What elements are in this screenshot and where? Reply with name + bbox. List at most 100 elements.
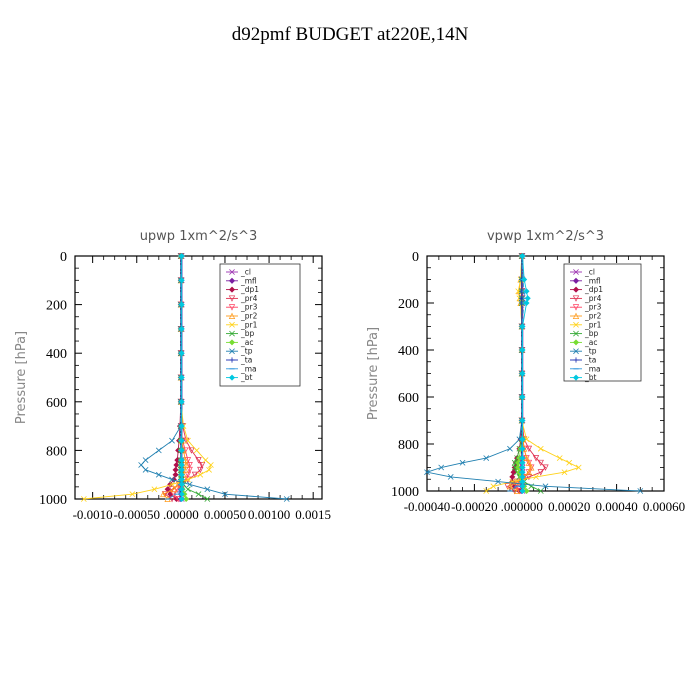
legend-label: _ta xyxy=(240,356,252,365)
y-axis-label: Pressure [hPa] xyxy=(14,331,29,424)
data-point xyxy=(490,483,497,490)
data-point xyxy=(537,469,544,476)
legend-label: _ma xyxy=(584,364,601,373)
data-point xyxy=(513,487,521,494)
legend-marker xyxy=(228,312,236,319)
legend-marker xyxy=(228,286,236,293)
legend-box xyxy=(563,263,642,382)
data-point xyxy=(186,481,193,488)
data-point xyxy=(186,466,193,474)
data-point xyxy=(185,486,191,493)
legend-marker xyxy=(229,357,235,363)
data-point xyxy=(178,277,185,284)
legend-marker xyxy=(572,295,580,302)
y-tick-label: 400 xyxy=(46,347,67,362)
data-point xyxy=(185,476,191,483)
data-point xyxy=(447,474,454,480)
legend-label: _ta xyxy=(584,356,596,365)
legend-label: _bp xyxy=(240,329,255,338)
panel-title: upwp 1xm^2/s^3 xyxy=(140,229,258,244)
panel-title: vpwp 1xm^2/s^3 xyxy=(487,229,604,244)
data-point xyxy=(519,252,526,260)
data-point xyxy=(537,488,544,494)
data-point xyxy=(138,462,145,468)
panel-2: vpwp 1xm^2/s^3 Pressure [hPa] 0 200 400 600 80… xyxy=(366,229,685,514)
data-point xyxy=(173,461,180,469)
legend-label: _ac xyxy=(584,338,597,347)
data-point xyxy=(424,469,430,476)
data-point xyxy=(169,437,175,444)
data-point xyxy=(525,459,533,466)
data-point xyxy=(524,295,531,302)
legend-marker xyxy=(572,339,580,346)
y-tick-label: 1000 xyxy=(39,493,67,508)
legend-marker xyxy=(572,374,580,381)
data-point xyxy=(523,288,530,295)
data-point xyxy=(155,471,162,478)
data-point xyxy=(521,276,528,283)
data-point xyxy=(183,495,190,503)
data-point xyxy=(142,457,149,464)
x-tick-label: -0.0010 xyxy=(73,507,113,522)
data-point xyxy=(511,459,518,466)
data-point xyxy=(198,462,206,469)
data-point xyxy=(528,464,535,471)
data-point xyxy=(178,437,185,444)
data-point xyxy=(556,455,563,461)
y-tick-label: 200 xyxy=(398,297,419,312)
legend-marker xyxy=(572,312,580,319)
data-point xyxy=(151,486,158,493)
legend: _cl_mfl_dp1_pr4_pr3_pr2_pr1_bp_ac_tp_ta_… xyxy=(219,263,301,387)
data-point xyxy=(519,436,526,443)
legend-label: _bt xyxy=(584,373,597,382)
y-tick-label: 800 xyxy=(398,438,419,453)
data-point xyxy=(178,350,185,357)
legend-marker xyxy=(572,277,580,284)
data-point xyxy=(202,457,209,464)
legend-label: _bt xyxy=(240,373,253,382)
y-tick-label: 600 xyxy=(398,391,419,406)
legend-label: _pr2 xyxy=(240,312,258,321)
data-point xyxy=(542,483,549,490)
y-tick-label: 800 xyxy=(46,444,67,459)
data-point xyxy=(537,459,544,467)
data-point xyxy=(178,374,185,381)
legend-label: _dp1 xyxy=(240,285,259,294)
data-point xyxy=(532,455,540,462)
x-tick-label: .00000 xyxy=(163,507,199,522)
legend-marker xyxy=(573,330,579,337)
page-title: d92pmf BUDGET at220E,14N xyxy=(232,24,469,45)
data-point xyxy=(191,471,199,479)
data-point xyxy=(142,466,149,473)
data-point xyxy=(204,496,211,502)
data-point xyxy=(537,445,544,452)
legend-marker xyxy=(228,304,236,311)
data-point xyxy=(495,478,501,485)
data-point xyxy=(525,445,533,453)
y-tick-label: 1000 xyxy=(391,485,419,500)
data-point xyxy=(186,462,193,469)
data-point xyxy=(459,459,466,466)
legend-marker xyxy=(228,295,236,302)
series-line xyxy=(509,255,526,492)
x-tick-label: 0.00100 xyxy=(248,507,290,522)
data-point xyxy=(178,447,185,454)
y-axis-label: Pressure [hPa] xyxy=(366,327,381,420)
data-point xyxy=(178,252,185,260)
legend-marker xyxy=(228,277,236,284)
data-point xyxy=(178,325,185,332)
legend-label: _pr3 xyxy=(240,303,258,312)
data-point xyxy=(206,466,212,473)
legend-label: _ac xyxy=(240,338,253,347)
y-tick-label: 0 xyxy=(60,250,67,265)
x-tick-label: -0.00050 xyxy=(113,507,160,522)
data-point xyxy=(483,488,490,494)
data-point xyxy=(510,469,517,476)
data-point xyxy=(523,487,530,495)
data-point xyxy=(542,464,549,471)
data-point xyxy=(204,486,211,493)
data-point xyxy=(523,436,530,443)
series-pr1 xyxy=(80,253,214,502)
data-point xyxy=(197,466,204,474)
y-tick-label: 200 xyxy=(46,299,67,314)
